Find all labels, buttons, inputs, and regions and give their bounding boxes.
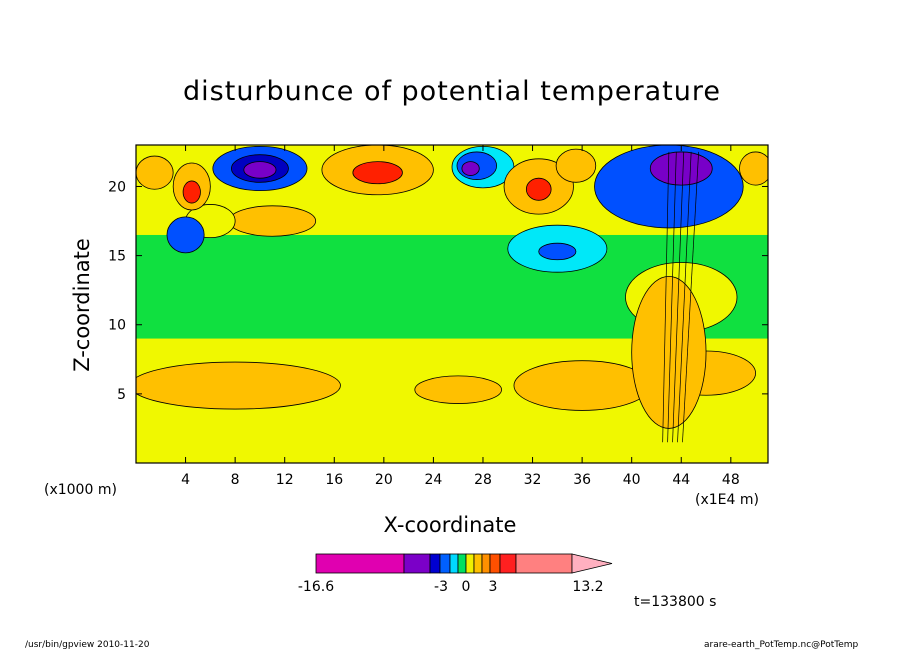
- orange-patch-1: [228, 205, 317, 237]
- x-tick-label: 4: [181, 472, 190, 488]
- colorbar-label: 3: [489, 579, 498, 595]
- y-tick-label: 15: [108, 249, 126, 265]
- colorbar-swatch: [457, 553, 467, 574]
- x-tick-label: 20: [375, 472, 393, 488]
- plot-frame: [135, 144, 769, 464]
- red-cell-1: [352, 161, 403, 185]
- colorbar-swatch: [473, 553, 483, 574]
- x-tick-label: 24: [424, 472, 442, 488]
- x-unit-label-right: (x1E4 m): [695, 492, 759, 508]
- orange-cell-3: [136, 155, 174, 190]
- colorbar-swatch: [439, 553, 451, 574]
- contour-streak: [672, 151, 685, 443]
- purple-cell-2: [461, 161, 480, 176]
- x-tick-label: 16: [325, 472, 343, 488]
- orange-band-1: [136, 361, 341, 410]
- y-tick-label: 10: [108, 318, 126, 334]
- time-label: t=133800 s: [634, 594, 717, 610]
- colorbar-swatch: [465, 553, 475, 574]
- red-cell-2: [182, 180, 201, 204]
- y-axis-label: Z-coordinate: [70, 238, 94, 372]
- colorbar-swatch: [499, 553, 517, 574]
- colorbar-swatch: [429, 553, 441, 574]
- colorbar: -16.6 -3 0 3 13.2: [298, 553, 613, 595]
- y-axis-ticks: 5 10 15 20: [108, 179, 768, 403]
- contour-streak: [682, 151, 699, 443]
- y-tick-label: 20: [108, 179, 126, 195]
- x-unit-label-left: (x1000 m): [44, 482, 117, 498]
- colorbar-swatch: [481, 553, 491, 574]
- x-axis-ticks: 4 8 12 16 20 24 28 32 36 40 44 48: [181, 145, 740, 488]
- purple-cell-3: [649, 151, 713, 186]
- x-tick-label: 36: [573, 472, 591, 488]
- colorbar-swatch: [315, 553, 405, 574]
- orange-band-2: [414, 375, 502, 404]
- purple-cell-1: [243, 161, 277, 179]
- x-tick-label: 12: [276, 472, 294, 488]
- x-tick-label: 44: [672, 472, 690, 488]
- contour-streak: [677, 151, 692, 443]
- x-tick-label: 28: [474, 472, 492, 488]
- x-axis-label: X-coordinate: [383, 513, 517, 537]
- x-tick-label: 8: [231, 472, 240, 488]
- orange-cell-6: [739, 151, 768, 186]
- red-cell-3: [525, 177, 552, 201]
- colorbar-min-label: -16.6: [298, 579, 334, 595]
- blue-patch-1: [166, 216, 205, 254]
- colorbar-max-label: 13.2: [572, 579, 603, 595]
- x-tick-label: 32: [524, 472, 542, 488]
- y-tick-label: 5: [117, 387, 126, 403]
- colorbar-swatch: [449, 553, 459, 574]
- orange-band-3: [513, 360, 651, 411]
- chart-title: disturbunce of potential temperature: [183, 76, 721, 107]
- footer-left: /usr/bin/gpview 2010-11-20: [25, 640, 150, 650]
- colorbar-arrow: [571, 553, 613, 574]
- contour-streak: [667, 151, 677, 443]
- x-tick-label: 40: [623, 472, 641, 488]
- colorbar-label: 0: [462, 579, 471, 595]
- colorbar-label: -3: [434, 579, 448, 595]
- orange-plume-1: [631, 275, 707, 429]
- footer-right: arare-earth_PotTemp.nc@PotTemp: [704, 640, 859, 650]
- plot-area: [136, 145, 768, 463]
- contour-streak: [662, 151, 670, 443]
- colorbar-swatch: [515, 553, 573, 574]
- colorbar-swatch: [489, 553, 501, 574]
- colorbar-swatch: [403, 553, 431, 574]
- blue-patch-2: [538, 242, 577, 261]
- orange-cell-5: [555, 148, 597, 183]
- x-tick-label: 48: [722, 472, 740, 488]
